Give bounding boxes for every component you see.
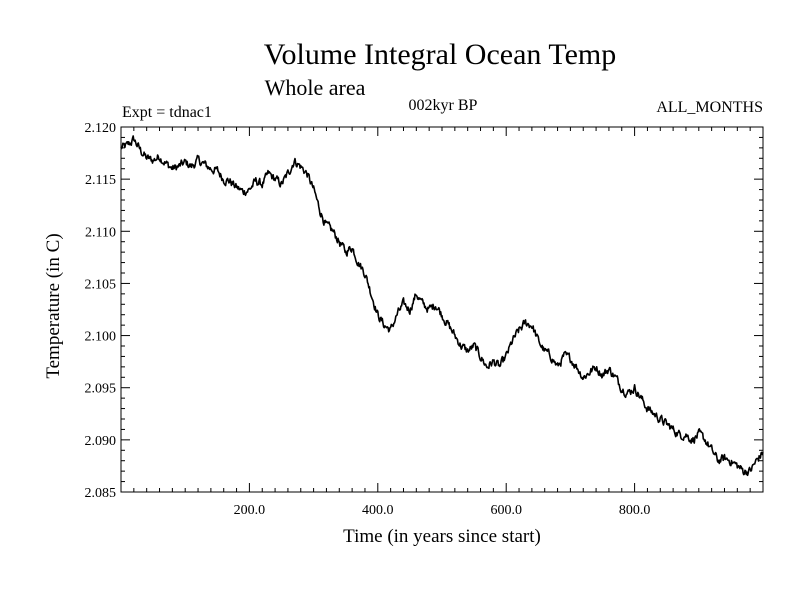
x-tick-label: 600.0 — [490, 503, 522, 518]
plot-frame — [120, 126, 764, 493]
series-layer — [120, 135, 764, 477]
y-tick-label: 2.090 — [85, 434, 117, 449]
y-axis-label: Temperature (in C) — [43, 233, 64, 378]
y-tick-label: 2.105 — [85, 277, 117, 292]
y-tick-label: 2.110 — [85, 225, 116, 240]
x-axis-label: Time (in years since start) — [343, 526, 541, 547]
y-tick-label: 2.095 — [85, 382, 117, 397]
x-tick-label: 200.0 — [234, 503, 266, 518]
y-tick-label: 2.085 — [85, 486, 117, 501]
chart-title: Volume Integral Ocean Temp — [264, 38, 617, 71]
months-label: ALL_MONTHS — [656, 99, 763, 116]
y-tick-label: 2.120 — [85, 121, 117, 136]
chart-subtitle: Whole area — [265, 75, 366, 100]
experiment-label: Expt = tdnac1 — [122, 104, 212, 121]
x-tick-label: 800.0 — [619, 503, 651, 518]
x-tick-label: 400.0 — [362, 503, 394, 518]
series-line — [120, 135, 764, 477]
y-tick-label: 2.100 — [85, 330, 117, 345]
axes: 200.0 400.0 600.0 800.0 2.085 2.090 2.095 2.100… — [85, 121, 764, 518]
y-tick-label: 2.115 — [85, 173, 116, 188]
period-label: 002kyr BP — [409, 97, 478, 114]
